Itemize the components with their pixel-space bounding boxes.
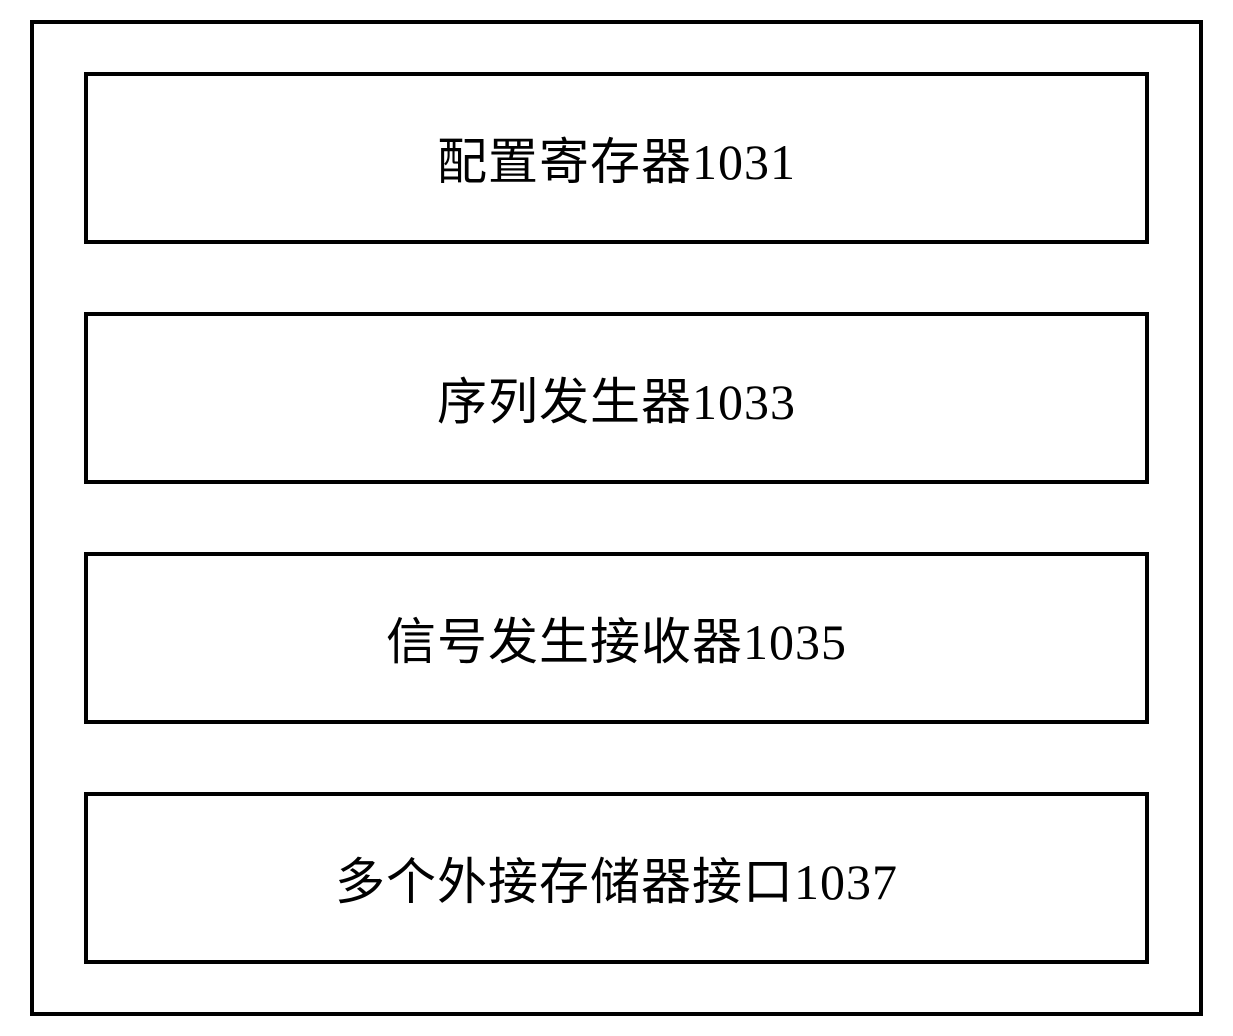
block-label: 配置寄存器1031 — [437, 122, 796, 194]
block-label: 序列发生器1033 — [437, 362, 796, 434]
block-label: 信号发生接收器1035 — [386, 602, 847, 674]
block-signal-generator-receiver: 信号发生接收器1035 — [84, 552, 1149, 724]
block-label: 多个外接存储器接口1037 — [335, 842, 898, 914]
block-config-register: 配置寄存器1031 — [84, 72, 1149, 244]
diagram-container: 配置寄存器1031 序列发生器1033 信号发生接收器1035 多个外接存储器接… — [30, 20, 1203, 1016]
block-external-memory-interface: 多个外接存储器接口1037 — [84, 792, 1149, 964]
block-sequence-generator: 序列发生器1033 — [84, 312, 1149, 484]
